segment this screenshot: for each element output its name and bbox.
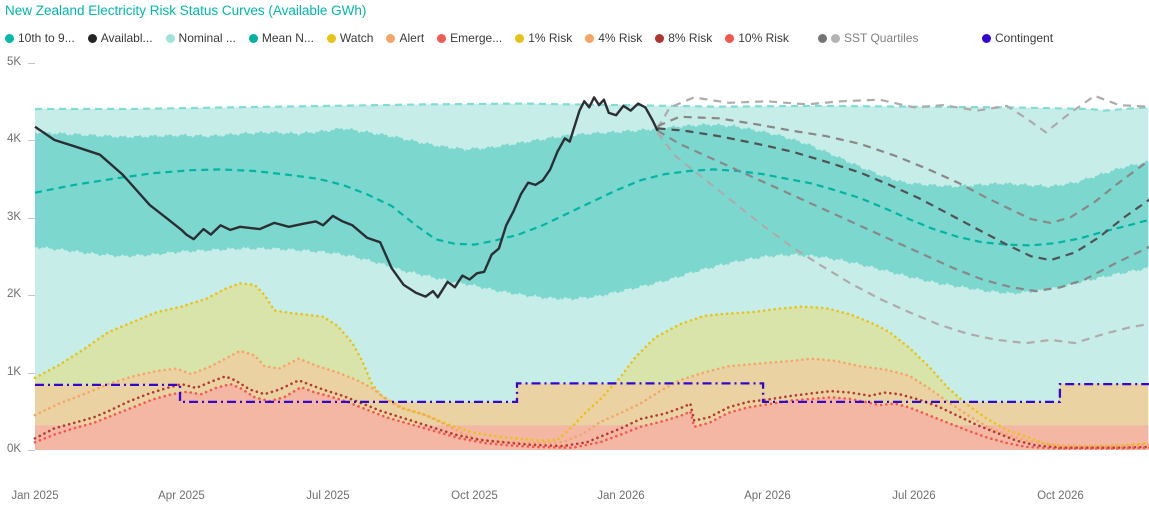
alert-zone-area: [35, 350, 1149, 426]
sst-q25-line: [657, 129, 1149, 293]
y-axis-tick: [28, 140, 35, 141]
nominal-upper-line: [35, 102, 1149, 112]
legend-label: Contingent: [995, 31, 1054, 45]
legend-items: 10th to 9... Availabl... Nominal ... Mean N…: [5, 31, 789, 45]
legend-item-risk-8pct[interactable]: 8% Risk: [655, 31, 712, 45]
emergency-dot-icon: [437, 33, 447, 43]
legend-label: SST Quartiles: [844, 31, 919, 45]
legend-item-available[interactable]: Availabl...: [87, 31, 153, 45]
legend-label: 1% Risk: [528, 31, 573, 45]
y-axis-label-2K: 2K: [7, 288, 22, 300]
y-axis-tick: [28, 217, 35, 219]
legend-item-sst-quartiles[interactable]: SST Quartiles: [818, 31, 918, 45]
sst-quartile-dark-dot-icon: [818, 33, 827, 43]
legend-label: 10% Risk: [738, 31, 789, 45]
y-axis-label-5K: 5K: [7, 55, 22, 68]
y-axis-label-3K: 3K: [7, 210, 22, 223]
y-axis-label-4K: 4K: [7, 133, 22, 145]
contingent-line: [35, 382, 1149, 404]
emergency-zone-area: [35, 384, 1149, 450]
available-gwh-line: [34, 96, 659, 299]
sst-q75-line: [657, 115, 1149, 225]
legend-item-ten-to-ninety[interactable]: 10th to 9...: [5, 31, 75, 45]
y-axis-tick: [28, 62, 35, 64]
page-title: New Zealand Electricity Risk Status Curv…: [5, 3, 367, 18]
legend-label: Availabl...: [100, 31, 153, 45]
percentile-band-area: [35, 123, 1149, 301]
contingent-dot-icon: [982, 33, 991, 43]
available-dot-icon: [87, 33, 97, 43]
legend-label: Watch: [339, 31, 374, 45]
x-axis-label-Jan-2026: Jan 2026: [597, 490, 645, 502]
legend-item-mean[interactable]: Mean N...: [248, 31, 314, 45]
legend: 10th to 9... Availabl... Nominal ... Mean N…: [5, 31, 1145, 49]
watch-dot-icon: [326, 33, 336, 43]
y-axis-label-1K: 1K: [7, 365, 22, 378]
risk1-line: [33, 282, 1149, 449]
watch-zone-area: [35, 283, 1149, 402]
sst-qmin-line: [656, 131, 1149, 345]
legend-label: Alert: [399, 31, 425, 45]
legend-item-risk-1pct[interactable]: 1% Risk: [515, 31, 572, 45]
x-axis-label-Jul-2025: Jul 2025: [306, 490, 350, 502]
y-axis-tick: [28, 450, 35, 451]
legend-item-nominal[interactable]: Nominal ...: [165, 31, 236, 45]
x-axis-label-Oct-2026: Oct 2026: [1037, 490, 1084, 502]
legend-label: Nominal ...: [178, 31, 236, 45]
legend-label: 10th to 9...: [18, 31, 75, 45]
x-axis-label-Oct-2025: Oct 2025: [451, 490, 498, 502]
legend-item-emergency[interactable]: Emerge...: [437, 31, 502, 45]
x-axis-label-Jan-2025: Jan 2025: [11, 490, 59, 502]
mean-dot-icon: [248, 33, 258, 43]
x-axis-label-Apr-2025: Apr 2025: [158, 490, 205, 502]
y-axis-label-0K: 0K: [7, 443, 22, 455]
risk-10pct-dot-icon: [725, 33, 735, 43]
ten-to-ninety-dot-icon: [5, 33, 14, 43]
legend-label: 4% Risk: [598, 31, 643, 45]
legend-item-watch[interactable]: Watch: [326, 31, 374, 45]
y-axis-tick: [28, 372, 35, 374]
legend-item-contingent[interactable]: Contingent: [982, 31, 1053, 45]
alert-dot-icon: [386, 33, 396, 43]
legend-label: Emerge...: [450, 31, 503, 45]
risk-8pct-dot-icon: [655, 33, 665, 43]
risk-1pct-dot-icon: [515, 33, 525, 43]
legend-item-alert[interactable]: Alert: [386, 31, 424, 45]
sst-q50-line: [657, 127, 1149, 262]
legend-item-risk-4pct[interactable]: 4% Risk: [585, 31, 642, 45]
mean-nominal-line: [34, 168, 1149, 247]
y-axis-tick: [28, 295, 35, 296]
x-axis-label-Jul-2026: Jul 2026: [892, 490, 936, 502]
legend-label: 8% Risk: [668, 31, 713, 45]
legend-label: Mean N...: [261, 31, 314, 45]
risk4-line: [33, 349, 1149, 448]
legend-item-risk-10pct[interactable]: 10% Risk: [725, 31, 789, 45]
nominal-dot-icon: [165, 33, 175, 43]
sst-quartile-light-dot-icon: [831, 33, 840, 43]
x-axis-label-Apr-2026: Apr 2026: [744, 490, 791, 502]
risk-4pct-dot-icon: [585, 33, 595, 43]
risk10-line: [33, 382, 1149, 450]
sst-qmax-line: [656, 94, 1149, 134]
